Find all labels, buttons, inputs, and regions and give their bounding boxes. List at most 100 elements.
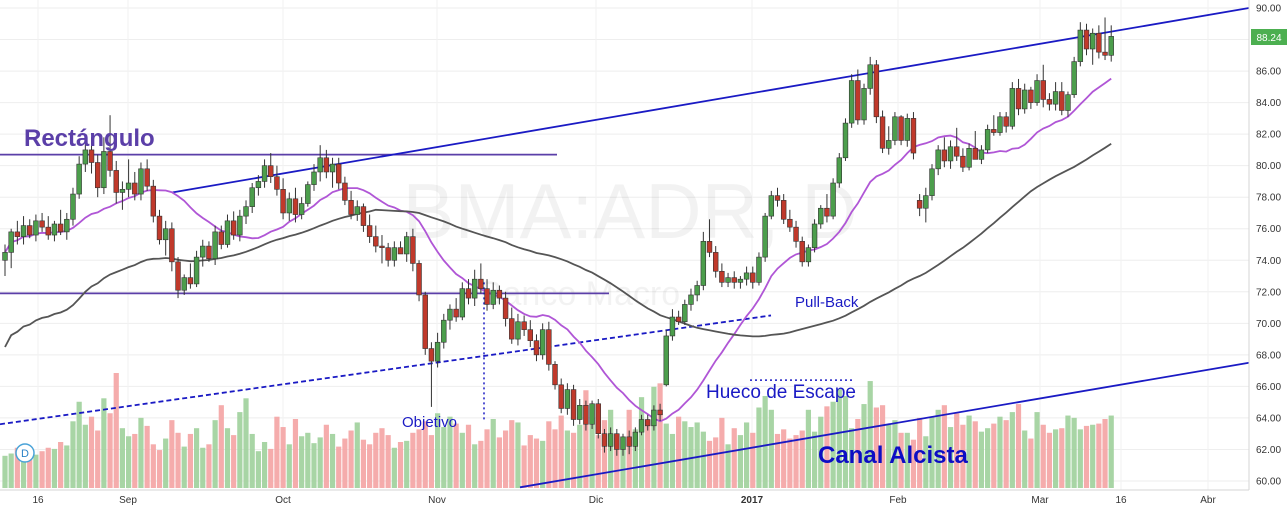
candle-body [1077,29,1084,62]
candle-body [218,231,224,245]
candle-body [712,252,719,272]
volume-bar [830,401,836,488]
candle-body [626,436,632,447]
volume-bar [274,416,280,488]
candle-body [33,220,39,236]
volume-bar [935,409,941,488]
volume-bar [496,437,502,488]
volume-bar [620,438,626,488]
volume-bar [428,435,435,488]
candle-body [552,364,558,386]
volume-bar [589,417,595,488]
volume-bar [206,444,212,488]
candle-body [923,195,929,209]
volume-bar [379,428,385,488]
volume-bars [2,373,1114,488]
candle-body [261,165,268,182]
volume-bar [397,442,404,488]
candle-body [484,288,490,305]
volume-bar [410,432,416,488]
price-axis[interactable]: 90.0088.0086.0084.0082.0080.0078.0076.00… [1248,0,1287,490]
volume-bar [453,423,459,488]
volume-bar [917,417,923,488]
candle-body [638,419,645,433]
price-tick-label: 60.00 [1256,477,1281,488]
candlesticks [2,17,1114,456]
volume-bar [978,431,985,488]
candle-body [546,329,552,365]
candle-body [434,341,441,362]
volume-bar [14,447,20,488]
candle-body [1003,116,1009,127]
event-marker[interactable]: D [15,443,35,463]
candle-body [274,176,280,190]
candle-body [193,256,200,285]
candle-body [651,409,657,427]
candle-body [95,162,101,189]
volume-bar [725,444,731,488]
candle-body [156,215,163,241]
candle-body [910,118,917,154]
volume-bar [570,432,577,488]
volume-bar [873,407,879,488]
volume-bar [163,438,169,488]
volume-bar [1009,412,1015,488]
candle-body [1009,88,1016,127]
candle-body [583,405,589,425]
volume-bar [1040,424,1046,488]
volume-bar [663,423,669,488]
candle-body [379,245,385,248]
candle-body [336,163,342,184]
candle-body [348,200,354,215]
volume-bar [824,406,830,488]
volume-bar [546,421,552,488]
channel-upper-line [171,7,1250,194]
annotation-objetivo: Objetivo [402,414,457,431]
volume-bar [991,423,997,488]
volume-bar [292,419,299,488]
last-price-box [1251,29,1287,45]
candle-body [916,200,923,209]
candle-body [601,433,608,447]
time-axis[interactable]: 16 Sep Oct Nov Dic 2017 Feb Mar 16 Abr [0,489,1249,506]
volume-bar [1083,425,1090,488]
candle-body [323,157,330,173]
volume-bar [20,450,27,488]
grid-lines [0,0,1249,490]
candle-body [645,419,651,427]
candle-body [1015,88,1022,110]
candle-body [947,146,954,162]
candle-body [743,272,750,280]
candle-body [509,318,515,340]
volume-bar [638,397,645,488]
price-tick-label: 90.00 [1256,4,1281,15]
volume-bar [373,432,379,488]
volume-bar [954,413,960,488]
volume-bar [793,435,799,488]
volume-bar [261,442,268,488]
volume-bar [76,401,82,488]
volume-bar [1065,415,1071,488]
candle-body [175,261,181,291]
annotation-canal-alcista: Canal Alcista [818,442,968,469]
volume-bar [391,447,397,488]
volume-bar [88,416,95,488]
candle-body [286,198,292,214]
candle-body [162,228,169,241]
price-tick-label: 80.00 [1256,161,1281,172]
candle-body [904,118,910,141]
volume-bar [1102,419,1108,488]
last-price-label: 88.24 [1251,29,1287,45]
candle-body [428,348,435,362]
volume-bar [51,448,58,488]
candle-body [1089,32,1096,50]
candle-body [453,308,459,318]
volume-bar [960,424,966,488]
candle-body [471,278,478,299]
candle-body [354,206,360,215]
candle-body [465,288,472,299]
volume-bar [527,435,533,488]
candle-body [268,165,274,178]
price-tick-label: 78.00 [1256,193,1281,204]
